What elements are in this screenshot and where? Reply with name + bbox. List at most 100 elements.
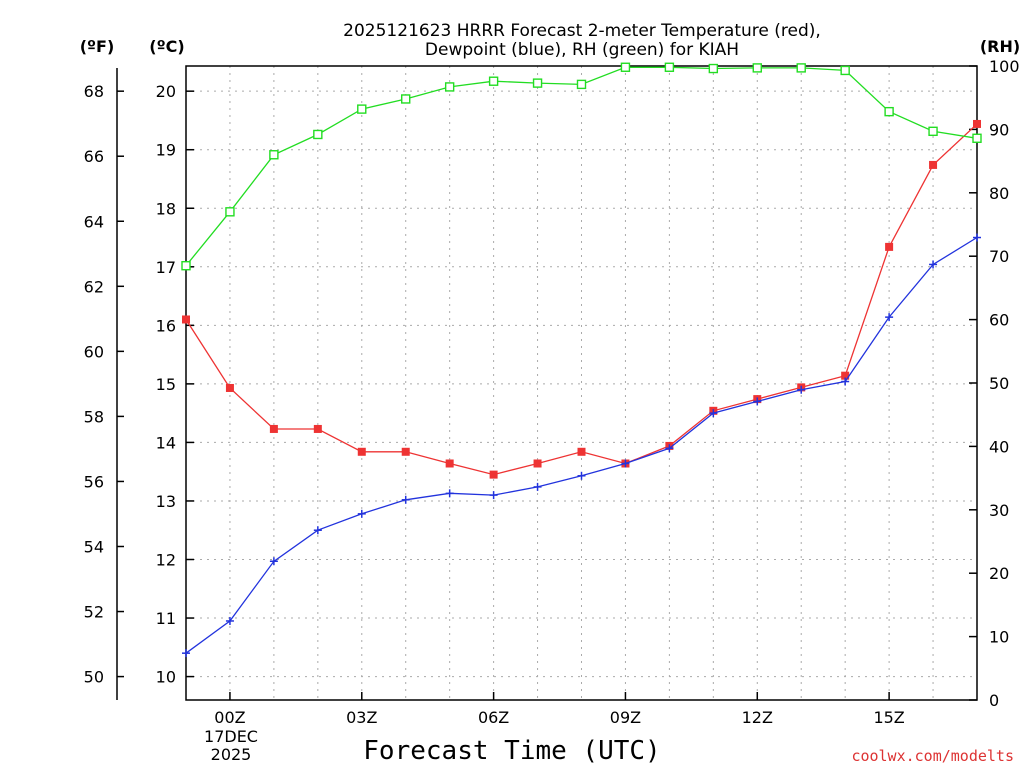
rh-tick-label: 100	[989, 57, 1020, 76]
dewpoint-point	[182, 649, 190, 658]
celsius-tick-label: 14	[156, 433, 176, 452]
temperature-point	[841, 371, 850, 380]
chart-title-line1: 2025121623 HRRR Forecast 2-meter Tempera…	[343, 21, 821, 41]
temperature-point	[489, 470, 498, 479]
fahrenheit-tick-label: 54	[84, 537, 104, 556]
celsius-axis-label: (ºC)	[149, 37, 184, 56]
celsius-tick-label: 20	[156, 82, 176, 101]
fahrenheit-tick-label: 60	[84, 342, 104, 361]
temperature-point	[577, 447, 586, 456]
dewpoint-point	[489, 491, 498, 500]
rh-tick-label: 90	[989, 120, 1009, 139]
rh-point	[620, 62, 631, 72]
rh-point	[840, 65, 850, 76]
temperature-point	[885, 242, 894, 251]
celsius-tick-label: 17	[156, 258, 176, 277]
rh-point	[752, 63, 762, 73]
dewpoint-point	[929, 260, 938, 269]
watermark: coolwx.com/modelts	[851, 747, 1014, 765]
fahrenheit-tick-label: 66	[84, 147, 104, 166]
rh-tick-label: 30	[989, 501, 1009, 520]
rh-tick-label: 80	[989, 184, 1009, 203]
celsius-tick-label: 19	[156, 141, 176, 160]
dewpoint-point	[709, 409, 718, 418]
rh-point	[708, 63, 719, 74]
axis-ticks: 10 11 12 13 14 15 16 17 18 19 20 50 52 54 56 58 60 62 64 66…	[84, 57, 1020, 727]
temperature-point	[182, 315, 190, 324]
temperature-point	[225, 383, 234, 392]
fahrenheit-axis-label: (ºF)	[80, 37, 115, 56]
fahrenheit-tick-label: 58	[84, 407, 104, 426]
dewpoint-point	[621, 459, 630, 468]
temperature-line	[185, 123, 978, 476]
rh-axis-label: (RH)	[980, 37, 1020, 56]
rh-point	[401, 94, 411, 104]
rh-series	[181, 62, 982, 271]
rh-point	[576, 79, 587, 90]
celsius-tick-label: 15	[156, 375, 176, 394]
temperature-point	[269, 424, 278, 433]
temperature-point	[973, 119, 981, 128]
rh-point	[532, 78, 543, 88]
fahrenheit-tick-label: 68	[84, 82, 104, 101]
rh-tick-label: 60	[989, 311, 1009, 330]
dewpoint-point	[533, 482, 542, 491]
temperature-point	[313, 424, 322, 433]
temperature-point	[401, 447, 410, 456]
rh-point	[269, 150, 279, 160]
dewpoint-point	[357, 509, 366, 518]
dewpoint-point	[401, 495, 410, 504]
dewpoint-point	[445, 489, 454, 498]
dewpoint-point	[753, 397, 762, 406]
rh-point	[664, 62, 675, 72]
temperature-point	[357, 447, 366, 456]
celsius-tick-label: 13	[156, 492, 176, 511]
rh-point	[796, 63, 806, 73]
rh-tick-label: 70	[989, 247, 1009, 266]
rh-point	[444, 82, 455, 92]
x-tick-label: 00Z	[214, 708, 245, 727]
rh-tick-label: 10	[989, 628, 1009, 647]
dewpoint-point	[269, 557, 278, 566]
temperature-point	[533, 459, 542, 468]
date-label-line2: 2025	[211, 745, 252, 764]
rh-point	[225, 207, 235, 217]
fahrenheit-tick-label: 50	[84, 668, 104, 687]
series-layer	[181, 62, 982, 658]
fahrenheit-tick-label: 64	[84, 212, 104, 231]
fahrenheit-tick-label: 62	[84, 277, 104, 296]
dewpoint-point	[797, 385, 806, 394]
celsius-tick-label: 16	[156, 316, 176, 335]
fahrenheit-tick-label: 56	[84, 472, 104, 491]
rh-tick-label: 40	[989, 437, 1009, 456]
dewpoint-point	[225, 616, 234, 625]
rh-point	[181, 261, 191, 271]
chart-title-line2: Dewpoint (blue), RH (green) for KIAH	[425, 40, 739, 60]
rh-point	[972, 133, 982, 143]
dewpoint-point	[841, 377, 850, 386]
rh-tick-label: 0	[989, 691, 999, 710]
rh-tick-label: 50	[989, 374, 1009, 393]
grid-lines	[186, 66, 977, 700]
x-tick-label: 06Z	[478, 708, 509, 727]
celsius-tick-label: 11	[156, 609, 176, 628]
dewpoint-point	[577, 471, 586, 480]
celsius-tick-label: 18	[156, 199, 176, 218]
rh-point	[488, 76, 499, 86]
rh-point	[357, 104, 367, 114]
rh-tick-label: 20	[989, 564, 1009, 583]
dewpoint-point	[313, 526, 322, 535]
celsius-tick-label: 12	[156, 551, 176, 570]
date-label-line1: 17DEC	[204, 727, 258, 746]
celsius-tick-label: 10	[156, 668, 176, 687]
temperature-point	[929, 160, 938, 169]
dewpoint-point	[973, 233, 981, 242]
dewpoint-point	[885, 313, 894, 322]
dewpoint-series	[182, 233, 981, 658]
temperature-point	[445, 459, 454, 468]
rh-point	[928, 126, 938, 137]
x-tick-label: 15Z	[873, 708, 904, 727]
x-tick-label: 12Z	[742, 708, 773, 727]
rh-point	[313, 129, 323, 140]
